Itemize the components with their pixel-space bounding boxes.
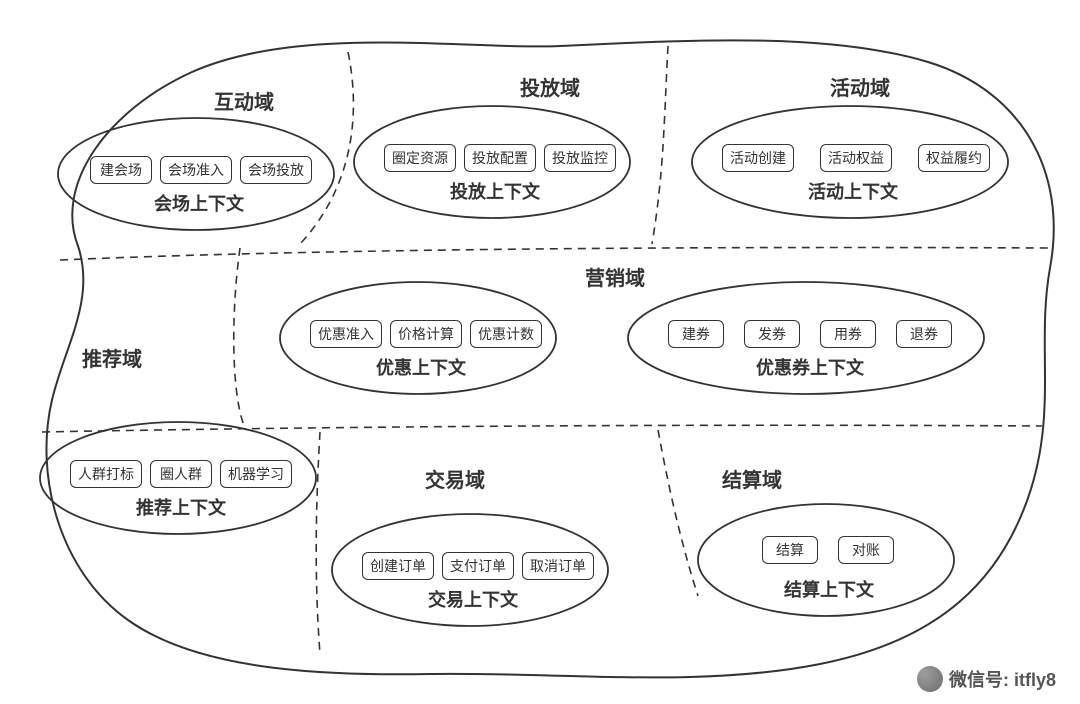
context-chip-coupon_ctx-1: 发券	[744, 320, 800, 348]
wechat-icon	[917, 666, 943, 692]
region-separator-5	[316, 432, 320, 654]
context-title-settle_ctx: 结算上下文	[784, 576, 874, 602]
context-chip-coupon_ctx-2: 用券	[820, 320, 876, 348]
context-title-venue: 会场上下文	[154, 190, 244, 216]
region-separator-3	[234, 248, 246, 430]
context-chip-recommend_ctx-1: 圈人群	[150, 460, 212, 488]
domain-label-delivery: 投放域	[520, 72, 580, 101]
boundary-svg	[0, 0, 1080, 704]
context-chip-settle_ctx-1: 对账	[838, 536, 894, 564]
context-title-discount_ctx: 优惠上下文	[376, 354, 466, 380]
region-separator-0	[300, 52, 353, 244]
context-chip-activity_ctx-2: 权益履约	[918, 144, 990, 172]
context-title-delivery_ctx: 投放上下文	[450, 178, 540, 204]
region-separator-1	[652, 46, 668, 244]
region-separator-6	[658, 430, 698, 596]
context-title-activity_ctx: 活动上下文	[808, 178, 898, 204]
outer-blob	[46, 40, 1053, 677]
context-chip-settle_ctx-0: 结算	[762, 536, 818, 564]
context-title-recommend_ctx: 推荐上下文	[136, 494, 226, 520]
context-chip-delivery_ctx-1: 投放配置	[464, 144, 536, 172]
context-chip-venue-2: 会场投放	[240, 156, 312, 184]
context-chip-coupon_ctx-0: 建券	[668, 320, 724, 348]
context-chip-delivery_ctx-2: 投放监控	[544, 144, 616, 172]
context-chip-recommend_ctx-0: 人群打标	[70, 460, 142, 488]
context-title-trade_ctx: 交易上下文	[428, 586, 518, 612]
region-separator-2	[60, 248, 1050, 261]
context-chip-discount_ctx-0: 优惠准入	[310, 320, 382, 348]
context-chip-coupon_ctx-3: 退券	[896, 320, 952, 348]
context-chip-trade_ctx-2: 取消订单	[522, 552, 594, 580]
domain-label-settle: 结算域	[722, 464, 782, 493]
diagram-stage: 互动域 投放域 活动域营销域推荐域交易域 结算域 建会场会场准入会场投放会场上下文 圈定…	[0, 0, 1080, 704]
domain-label-interaction: 互动域	[214, 86, 274, 115]
domain-label-marketing: 营销域	[585, 262, 645, 291]
context-chip-activity_ctx-1: 活动权益	[820, 144, 892, 172]
context-chip-discount_ctx-1: 价格计算	[390, 320, 462, 348]
context-chip-trade_ctx-1: 支付订单	[442, 552, 514, 580]
context-title-coupon_ctx: 优惠券上下文	[756, 354, 864, 380]
watermark: 微信号: itfly8	[917, 666, 1056, 692]
context-chip-trade_ctx-0: 创建订单	[362, 552, 434, 580]
context-chip-delivery_ctx-0: 圈定资源	[384, 144, 456, 172]
watermark-text: 微信号: itfly8	[949, 666, 1056, 692]
region-separator-4	[42, 425, 1042, 432]
context-chip-activity_ctx-0: 活动创建	[722, 144, 794, 172]
context-chip-recommend_ctx-2: 机器学习	[220, 460, 292, 488]
domain-label-trade: 交易域	[425, 464, 485, 493]
context-chip-venue-1: 会场准入	[160, 156, 232, 184]
context-ellipse-settle_ctx	[694, 500, 958, 620]
domain-label-campaign: 活动域	[830, 72, 890, 101]
context-chip-venue-0: 建会场	[90, 156, 152, 184]
domain-label-recommend: 推荐域	[82, 343, 142, 372]
context-chip-discount_ctx-2: 优惠计数	[470, 320, 542, 348]
